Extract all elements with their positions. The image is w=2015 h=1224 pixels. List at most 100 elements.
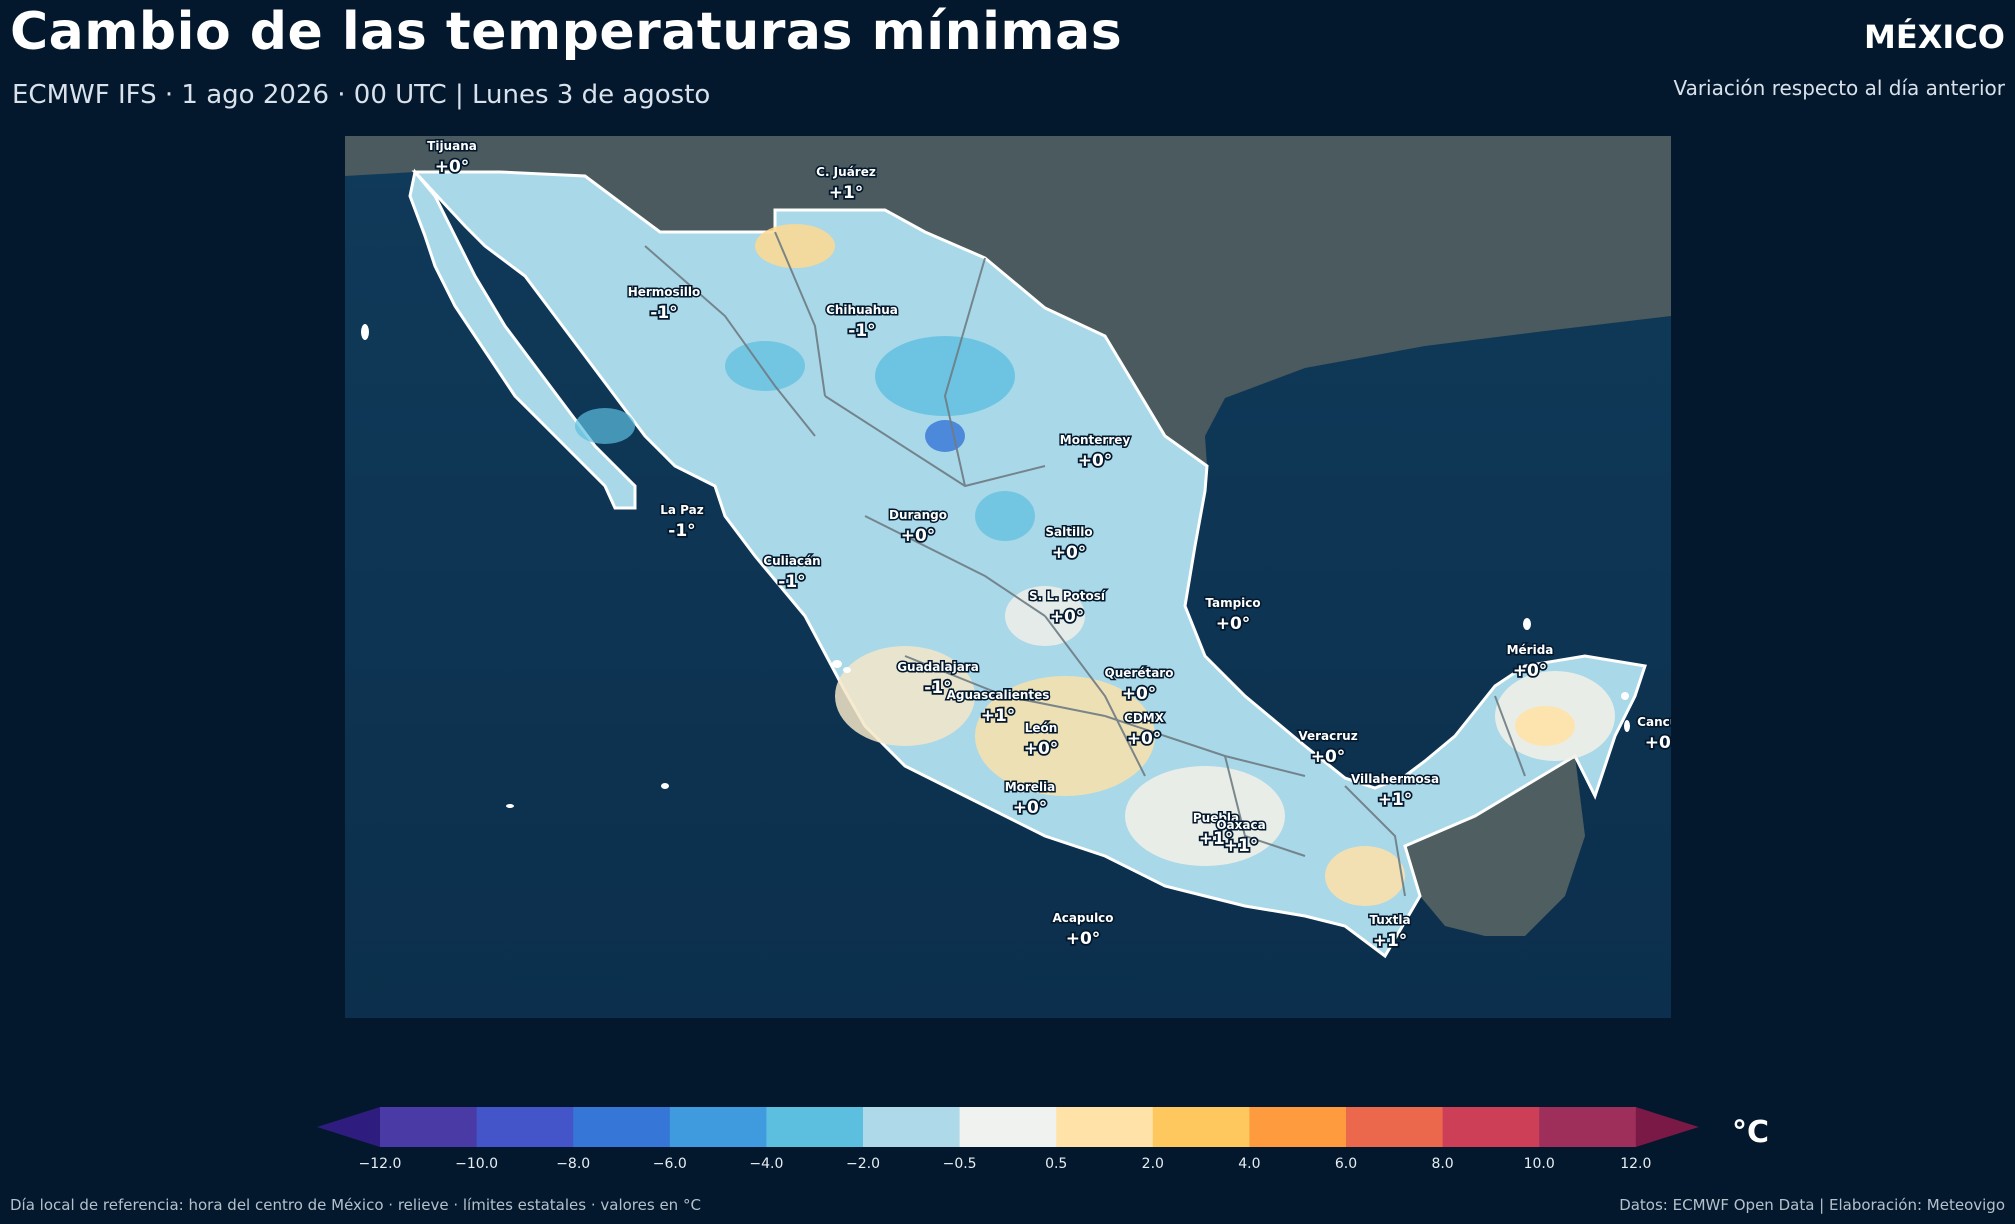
state-boundaries <box>644 231 1526 897</box>
city-value: -1° <box>924 678 951 698</box>
colorbar-tick-label: 8.0 <box>1431 1156 1453 1172</box>
colorbar-unit-label: °C <box>1732 1115 1770 1150</box>
map-panel: Tijuana+0° C. Juárez+1°Hermosillo-1° Chihu… <box>345 136 1671 1018</box>
city-label: Saltillo +0° <box>1044 524 1094 565</box>
colorbar-segment <box>1442 1107 1540 1147</box>
city-label: Oaxaca +1° <box>1215 817 1267 858</box>
city-name: Puebla <box>1193 811 1239 825</box>
city-name: C. Juárez <box>816 165 876 179</box>
city-label: S. L. Potosí +0° <box>1027 588 1107 629</box>
city-value: +1° <box>1373 931 1408 951</box>
colorbar-segment <box>863 1107 961 1147</box>
city-value: +0° <box>1122 684 1157 704</box>
city-value: +1° <box>1224 836 1259 856</box>
city-label: Aguascalientes +1° <box>945 687 1051 728</box>
city-value: +0° <box>1066 929 1101 949</box>
city-label: Villahermosa +1° <box>1349 771 1440 812</box>
city-value: +0° <box>435 157 470 177</box>
city-label: Puebla +1° <box>1191 810 1240 851</box>
city-value: +0° <box>1024 739 1059 759</box>
city-label: Chihuahua -1° <box>825 302 900 343</box>
city-label: Culiacán -1° <box>762 553 822 594</box>
city-label: Veracruz +0° <box>1297 728 1359 769</box>
colorbar-segment <box>1152 1107 1250 1147</box>
colorbar: −12.0 −10.0 −8.0 −6.0 −4.0 −2.0 −0.5 0.5 2.0 4.0 6… <box>317 1107 1699 1172</box>
region-subtitle: Variación respecto al día anterior <box>1673 76 2005 100</box>
city-value: -1° <box>778 572 805 592</box>
islands <box>361 324 1630 808</box>
central-america-landmass <box>1405 756 1585 936</box>
city-value: +0° <box>1513 661 1548 681</box>
colorbar-tick-label: −0.5 <box>943 1156 977 1172</box>
city-value: +0° <box>1052 543 1087 563</box>
city-name: Guadalajara <box>897 660 979 674</box>
colorbar-segment <box>1539 1107 1637 1147</box>
usa-landmass <box>345 136 1671 466</box>
city-label: Tampico +0° <box>1204 595 1262 636</box>
city-name: Durango <box>889 508 947 522</box>
city-value: -1° <box>848 321 875 341</box>
city-name: Monterrey <box>1060 433 1131 447</box>
colorbar-tick-label: 6.0 <box>1335 1156 1357 1172</box>
colorbar-segment <box>1056 1107 1154 1147</box>
city-label: Tijuana +0° <box>426 138 479 179</box>
city-name: Chihuahua <box>826 303 898 317</box>
colorbar-segment <box>669 1107 767 1147</box>
footer-credits: Datos: ECMWF Open Data | Elaboración: Me… <box>1619 1196 2005 1214</box>
colorbar-tick-label: −4.0 <box>749 1156 783 1172</box>
colorbar-segment <box>1249 1107 1347 1147</box>
city-value: -1° <box>650 303 677 323</box>
city-label: Morelia +0° <box>1003 779 1057 820</box>
city-label: La Paz -1° <box>659 502 705 543</box>
city-name: Villahermosa <box>1351 772 1439 786</box>
colorbar-tick-label: −12.0 <box>359 1156 402 1172</box>
colorbar-segment <box>476 1107 574 1147</box>
city-value: +0° <box>901 526 936 546</box>
city-name: Veracruz <box>1298 729 1357 743</box>
city-name: Hermosillo <box>628 285 701 299</box>
city-label: CDMX +0° <box>1123 710 1167 751</box>
city-value: +1° <box>829 183 864 203</box>
city-name: Aguascalientes <box>947 688 1050 702</box>
city-name: Cancún <box>1637 715 1671 729</box>
city-label: Monterrey +0° <box>1058 432 1132 473</box>
city-label: Durango +0° <box>888 507 949 548</box>
colorbar-tick-label: 0.5 <box>1045 1156 1067 1172</box>
city-name: Mérida <box>1507 643 1554 657</box>
footer-note: Día local de referencia: hora del centro… <box>10 1196 701 1214</box>
city-name: León <box>1025 721 1058 735</box>
city-name: Tijuana <box>427 139 477 153</box>
colorbar-tick-label: −8.0 <box>556 1156 590 1172</box>
city-label: Hermosillo -1° <box>626 284 702 325</box>
city-value: +0° <box>1645 733 1671 753</box>
city-label: Querétaro +0° <box>1103 665 1175 706</box>
city-label: Tuxtla +1° <box>1368 912 1412 953</box>
page-title: Cambio de las temperaturas mínimas <box>10 2 1123 62</box>
page-subtitle: ECMWF IFS · 1 ago 2026 · 00 UTC | Lunes … <box>12 80 711 110</box>
city-name: Culiacán <box>763 554 820 568</box>
colorbar-tick-label: 10.0 <box>1524 1156 1555 1172</box>
city-value: +1° <box>1199 829 1234 849</box>
colorbar-segment <box>766 1107 864 1147</box>
city-name: Acapulco <box>1052 911 1113 925</box>
city-name: Oaxaca <box>1216 818 1265 832</box>
city-name: La Paz <box>660 503 703 517</box>
city-value: +0° <box>1013 798 1048 818</box>
city-name: CDMX <box>1124 711 1165 725</box>
city-name: Saltillo <box>1045 525 1092 539</box>
colorbar-tick-label: −2.0 <box>846 1156 880 1172</box>
city-label: C. Juárez +1° <box>815 164 878 205</box>
colorbar-segment <box>573 1107 671 1147</box>
colorbar-extend-high <box>1635 1107 1699 1147</box>
city-label: Cancún +0° <box>1636 714 1671 755</box>
colorbar-extend-low <box>317 1107 380 1147</box>
city-value: +0° <box>1311 747 1346 767</box>
city-value: +0° <box>1050 607 1085 627</box>
city-name: Tuxtla <box>1369 913 1410 927</box>
colorbar-tick-label: −10.0 <box>455 1156 498 1172</box>
colorbar-segment <box>1346 1107 1444 1147</box>
colorbar-segment <box>959 1107 1057 1147</box>
city-value: +1° <box>981 706 1016 726</box>
region-label: MÉXICO <box>1864 18 2005 56</box>
city-value: -1° <box>668 521 695 541</box>
